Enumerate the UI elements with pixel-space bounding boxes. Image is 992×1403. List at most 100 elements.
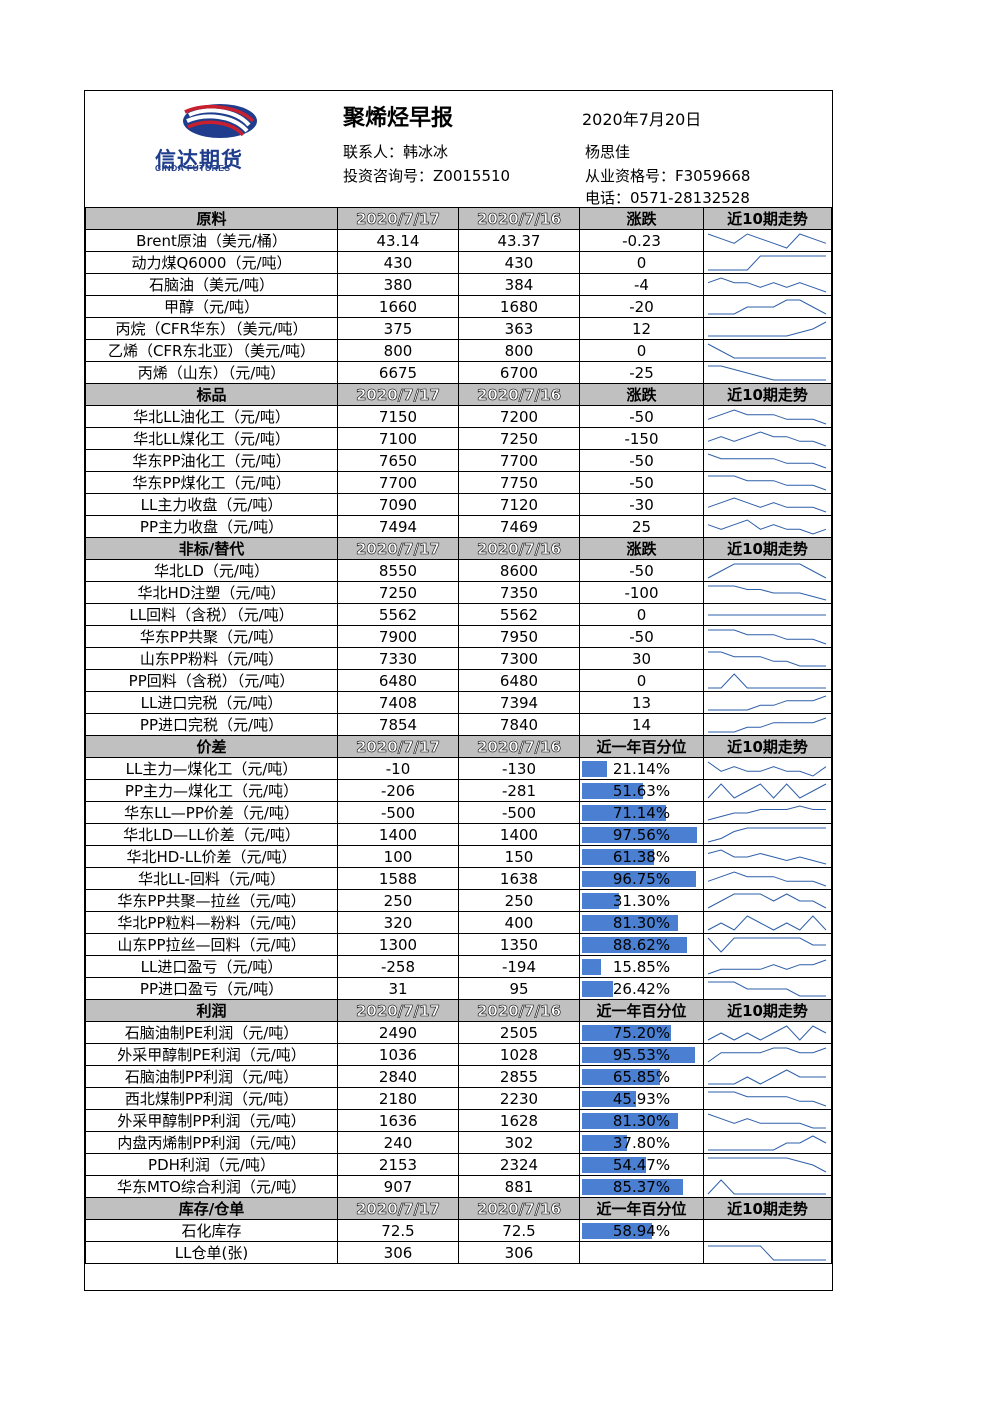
trend-cell [703, 295, 832, 318]
trend-cell [703, 1175, 832, 1198]
trend-cell [703, 361, 832, 384]
value-previous: 7750 [458, 471, 580, 494]
section-header-row: 原料 2020/7/17 2020/7/16 涨跌 近10期走势 [85, 207, 832, 230]
value-previous: 250 [458, 889, 580, 912]
value-current: 7408 [337, 691, 459, 714]
investment-advisory-number: 投资咨询号：Z0015510 [343, 167, 511, 185]
value-previous: 7120 [458, 493, 580, 516]
row-label: 甲醇（元/吨） [85, 295, 338, 318]
percentile-cell: 58.94% [579, 1219, 704, 1242]
trend-cell [703, 581, 832, 604]
trend-cell [703, 625, 832, 648]
trend-sparkline [708, 1245, 826, 1260]
value-change: 13 [579, 691, 704, 714]
table-row: 华北LL煤化工（元/吨） 7100 7250 -150 [85, 427, 832, 450]
trend-cell [703, 757, 832, 780]
row-label: 华东MTO综合利润（元/吨） [85, 1175, 338, 1198]
row-label: 华北LL煤化工（元/吨） [85, 427, 338, 450]
trend-sparkline [707, 1113, 826, 1128]
value-previous: 150 [458, 845, 580, 868]
percentile-cell: 71.14% [579, 801, 704, 824]
percentile-cell: 85.37% [579, 1175, 704, 1198]
section-title: 价差 [85, 735, 338, 758]
column-header-date2: 2020/7/16 [458, 537, 580, 560]
value-change: 0 [579, 669, 704, 692]
row-label: 石脑油（美元/吨） [85, 273, 338, 296]
value-current: 31 [337, 977, 459, 1000]
trend-cell [703, 779, 832, 802]
value-previous: 2855 [458, 1065, 580, 1088]
trend-cell [703, 669, 832, 692]
value-previous: 2324 [458, 1153, 580, 1176]
trend-sparkline [707, 848, 827, 864]
column-header-date2: 2020/7/16 [458, 735, 580, 758]
value-previous: 72.5 [458, 1219, 580, 1242]
row-label: 动力煤Q6000（元/吨） [85, 251, 338, 274]
value-current: 2490 [337, 1021, 459, 1044]
sparkline-path [708, 585, 827, 600]
sparkline-path [707, 563, 827, 578]
sparkline-path [707, 453, 827, 468]
report-header: 信达期货 CINDA FUTURES 聚烯烃早报 2020年7月20日 联系人：… [85, 91, 831, 207]
percentile-cell: 21.14% [579, 757, 704, 780]
sparkline-path [708, 299, 827, 314]
value-previous: 1680 [458, 295, 580, 318]
percentile-value: 45.93% [612, 1089, 671, 1108]
trend-cell [703, 1087, 832, 1110]
table-row: 石脑油（美元/吨） 380 384 -4 [85, 273, 832, 296]
table-row: 华东MTO综合利润（元/吨） 907 881 85.37% [85, 1175, 832, 1198]
trend-cell [703, 933, 832, 956]
percentile-bar [582, 981, 614, 997]
trend-cell [703, 515, 832, 538]
logo-chinese-text: 信达期货 [155, 148, 243, 172]
value-current: 250 [337, 889, 459, 912]
trend-sparkline [708, 1157, 827, 1172]
percentile-value: 71.14% [612, 803, 671, 822]
percentile-bar [582, 783, 643, 799]
section-header-row: 非标/替代 2020/7/17 2020/7/16 涨跌 近10期走势 [85, 537, 832, 560]
trend-cell [703, 229, 832, 252]
row-label: 华东PP煤化工（元/吨） [85, 471, 338, 494]
column-header-change: 涨跌 [579, 537, 704, 560]
row-label: PP回料（含税）（元/吨） [85, 669, 338, 692]
value-current: 43.14 [337, 229, 459, 252]
logo-english-text: CINDA FUTURES [155, 163, 231, 173]
section-title: 原料 [85, 207, 338, 230]
trend-cell [703, 273, 832, 296]
trend-sparkline [707, 232, 827, 249]
trend-sparkline [707, 343, 826, 358]
value-current: 72.5 [337, 1219, 459, 1242]
value-current: 7150 [337, 405, 459, 428]
value-current: 100 [337, 845, 459, 868]
column-header-trend: 近10期走势 [703, 383, 832, 406]
value-previous: 2230 [458, 1087, 580, 1110]
price-table: 原料 2020/7/17 2020/7/16 涨跌 近10期走势 Brent原油（美元/桶… [85, 207, 832, 1264]
trend-cell [703, 1241, 832, 1264]
value-change: -50 [579, 405, 704, 428]
trend-cell [703, 1043, 832, 1066]
percentile-cell: 97.56% [579, 823, 704, 846]
sparkline-path [707, 761, 827, 777]
value-change: -30 [579, 493, 704, 516]
row-label: 华北LL油化工（元/吨） [85, 405, 338, 428]
value-previous: 7200 [458, 405, 580, 428]
value-previous: 95 [458, 977, 580, 1000]
trend-cell [703, 1065, 832, 1088]
trend-cell [703, 405, 832, 428]
percentile-value: 51.63% [612, 781, 671, 800]
percentile-bar [582, 827, 698, 843]
trend-cell [703, 647, 832, 670]
percentile-cell: 51.63% [579, 779, 704, 802]
column-header-date2: 2020/7/16 [458, 207, 580, 230]
percentile-bar [582, 937, 687, 953]
percentile-value: 61.38% [612, 847, 671, 866]
row-label: 华北HD注塑（元/吨） [85, 581, 338, 604]
column-header-change: 近一年百分位 [579, 1197, 704, 1220]
table-row: 华北PP粒料—粉料（元/吨） 320 400 81.30% [85, 911, 832, 934]
sparkline-path [707, 1113, 826, 1128]
row-label: PP主力—煤化工（元/吨） [85, 779, 338, 802]
value-current: 7494 [337, 515, 459, 538]
percentile-bar [582, 1179, 683, 1195]
trend-sparkline [708, 1091, 827, 1106]
table-row: 内盘丙烯制PP利润（元/吨） 240 302 37.80% [85, 1131, 832, 1154]
